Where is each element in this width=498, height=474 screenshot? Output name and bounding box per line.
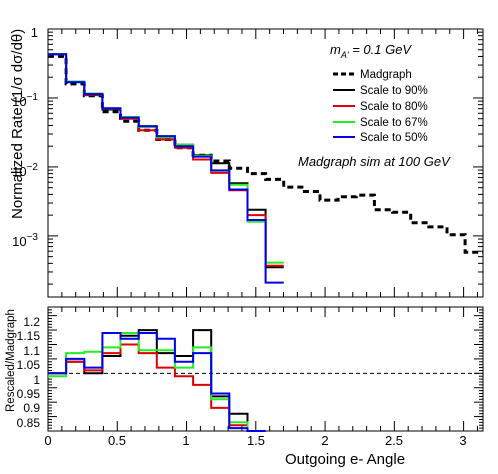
x-tick-label-0.5: 0.5 — [108, 433, 126, 448]
ratio-y-tick-label-1.1: 1.1 — [23, 344, 40, 358]
ratio-line-scale-to-80 — [48, 343, 266, 432]
x-axis-title: Outgoing e- Angle — [285, 451, 405, 468]
series-line-scale-to-50 — [48, 53, 284, 284]
x-tick-label-0: 0 — [44, 433, 51, 448]
ratio-y-tick-label-1.15: 1.15 — [17, 329, 41, 343]
lower-axis-ticks — [47, 306, 483, 432]
lower-panel: 0.85 0.9 0.95 1 1.05 1.1 1.15 1.2 Rescal… — [5, 306, 484, 468]
lower-y-axis-title: Rescaled/Madgraph — [5, 309, 17, 412]
x-tick-label-3: 3 — [459, 433, 466, 448]
x-tick-label-1.5: 1.5 — [247, 433, 265, 448]
sim-annotation: Madgraph sim at 100 GeV — [298, 154, 451, 169]
ratio-line-scale-to-50 — [48, 332, 266, 432]
upper-panel: 1 10−1 10−2 10−3 Normalized Rate (1/σ dσ… — [9, 25, 484, 298]
ratio-y-tick-label-0.9: 0.9 — [23, 401, 40, 415]
legend-label-scale-67: Scale to 67% — [360, 117, 428, 129]
upper-series-group — [48, 53, 483, 284]
ratio-y-tick-label-0.85: 0.85 — [17, 416, 41, 430]
ratio-y-tick-label-0.95: 0.95 — [17, 387, 41, 401]
ratio-y-tick-label-1.05: 1.05 — [17, 358, 41, 372]
ratio-y-tick-label-1.2: 1.2 — [23, 315, 40, 329]
x-tick-label-2.5: 2.5 — [385, 433, 403, 448]
upper-y-axis-title: Normalized Rate (1/σ dσ/dθ) — [9, 29, 26, 219]
legend-label-scale-90: Scale to 90% — [360, 85, 428, 97]
mass-annotation: mA' = 0.1 GeV — [330, 42, 412, 60]
legend: Madgraph Scale to 90% Scale to 80% Scale… — [333, 69, 428, 144]
x-tick-label-2: 2 — [321, 433, 328, 448]
upper-axis-ticks — [47, 28, 483, 297]
y-tick-label-0.001: 10−3 — [12, 232, 38, 249]
lower-plot-frame — [47, 306, 484, 432]
x-tick-label-1: 1 — [182, 433, 189, 448]
legend-label-scale-80: Scale to 80% — [360, 101, 428, 113]
upper-plot-frame — [47, 28, 484, 298]
legend-label-madgraph: Madgraph — [360, 69, 412, 81]
y-tick-label-1: 1 — [31, 25, 38, 40]
ratio-line-scale-to-90 — [48, 329, 266, 432]
ratio-y-tick-label-1: 1 — [33, 373, 40, 387]
legend-label-scale-50: Scale to 50% — [360, 132, 428, 144]
lower-series-group — [48, 329, 266, 432]
